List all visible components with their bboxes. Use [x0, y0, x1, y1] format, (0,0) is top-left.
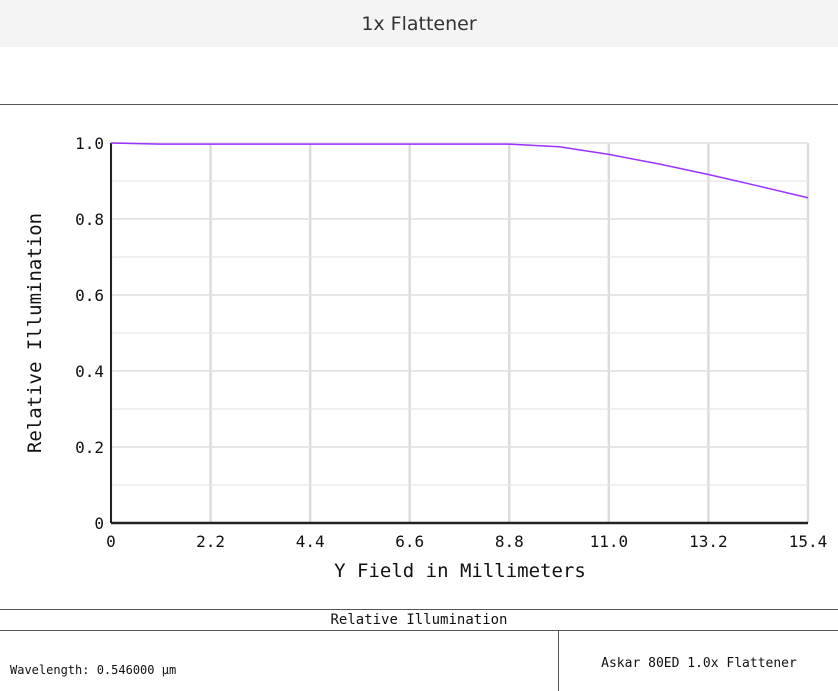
y-tick-label: 1.0	[75, 134, 104, 153]
series-layer	[110, 142, 809, 199]
x-tick-label: 2.2	[196, 532, 225, 551]
x-tick-label: 6.6	[395, 532, 424, 551]
y-tick-label: 0.6	[75, 286, 104, 305]
relative-illumination-chart: 0 2.2 4.4 6.6 8.8 11.0 13.2 15.4 0 0.2 0.4 0.6 0.8 1.…	[24, 134, 827, 582]
tick-labels: 0 2.2 4.4 6.6 8.8 11.0 13.2 15.4 0 0.2 0.4 0.6 0.8 1.…	[75, 134, 827, 551]
caption-bottom-divider	[0, 630, 838, 631]
x-tick-label: 8.8	[495, 532, 524, 551]
axes	[110, 143, 808, 525]
wavelength-text: Wavelength: 0.546000 µm	[10, 663, 177, 677]
chart-caption: Relative Illumination	[330, 612, 508, 628]
y-tick-label: 0.8	[75, 210, 104, 229]
x-tick-label: 11.0	[590, 532, 629, 551]
grid	[109, 142, 810, 524]
x-tick-label: 4.4	[296, 532, 325, 551]
x-tick-label: 15.4	[789, 532, 828, 551]
y-tick-label: 0.4	[75, 362, 104, 381]
y-tick-label: 0	[94, 514, 104, 533]
header-divider	[0, 104, 838, 105]
x-tick-label: 0	[106, 532, 116, 551]
caption-top-divider	[0, 609, 838, 610]
y-axis-label: Relative Illumination	[24, 213, 46, 453]
y-tick-label: 0.2	[75, 438, 104, 457]
x-tick-label: 13.2	[689, 532, 728, 551]
x-axis-label: Y Field in Millimeters	[334, 560, 586, 582]
window-title: 1x Flattener	[0, 0, 838, 47]
lens-name-text: Askar 80ED 1.0x Flattener	[601, 656, 797, 671]
illumination-series-line	[110, 142, 809, 199]
info-divider	[558, 631, 559, 691]
